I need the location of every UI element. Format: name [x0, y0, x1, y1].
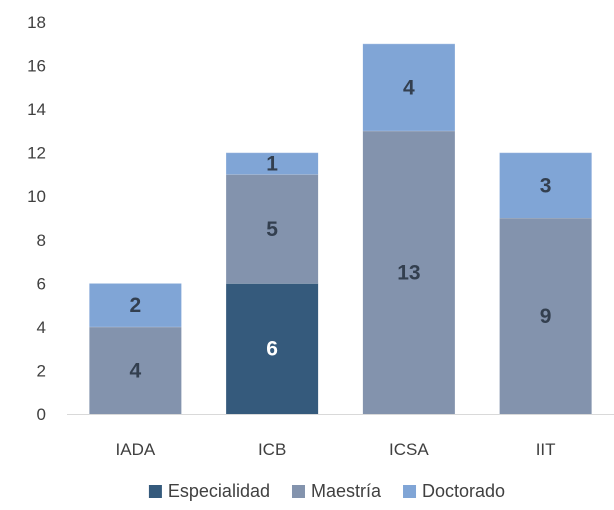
y-tick-label: 12 [27, 144, 46, 163]
bar-segments [89, 43, 592, 414]
data-label: 9 [540, 305, 552, 328]
bar-segment [226, 174, 319, 284]
legend-label: Maestría [311, 481, 382, 501]
y-axis-ticks: 0 2 4 6 8 10 12 14 16 18 [27, 13, 46, 424]
y-tick-label: 18 [27, 13, 46, 32]
bar-segment [362, 130, 455, 414]
y-tick-label: 4 [37, 318, 46, 337]
y-tick-label: 16 [27, 57, 46, 76]
bar-segment [89, 326, 182, 414]
x-tick-label: IADA [116, 440, 156, 459]
data-label: 1 [266, 153, 278, 176]
y-tick-label: 6 [37, 274, 46, 293]
data-label: 4 [403, 76, 415, 99]
legend-label: Doctorado [422, 481, 505, 501]
data-label: 6 [266, 338, 278, 361]
x-tick-label: ICSA [389, 440, 429, 459]
legend: Especialidad Maestría Doctorado [148, 481, 505, 501]
x-tick-label: IIT [536, 440, 556, 459]
y-tick-label: 10 [27, 187, 46, 206]
legend-label: Especialidad [168, 481, 270, 501]
bar-segment [499, 218, 592, 414]
x-axis-ticks: IADA ICB ICSA IIT [116, 440, 556, 459]
legend-swatch [291, 485, 305, 498]
y-tick-label: 0 [37, 405, 46, 424]
bar-segment [226, 283, 319, 414]
y-tick-label: 14 [27, 100, 46, 119]
data-label: 4 [130, 359, 142, 382]
bar-segment [89, 283, 182, 327]
legend-swatch [403, 485, 417, 498]
y-tick-label: 8 [37, 231, 46, 250]
data-label: 13 [397, 261, 420, 284]
bar-segment [226, 152, 319, 175]
x-tick-label: ICB [258, 440, 286, 459]
bar-segment [499, 152, 592, 218]
data-label: 3 [540, 174, 552, 197]
data-labels: 4 2 6 5 1 13 4 9 3 [130, 76, 552, 382]
legend-swatch [148, 485, 162, 498]
data-label: 5 [266, 218, 278, 241]
bar-segment [362, 43, 455, 131]
y-tick-label: 2 [37, 361, 46, 380]
data-label: 2 [130, 294, 142, 317]
